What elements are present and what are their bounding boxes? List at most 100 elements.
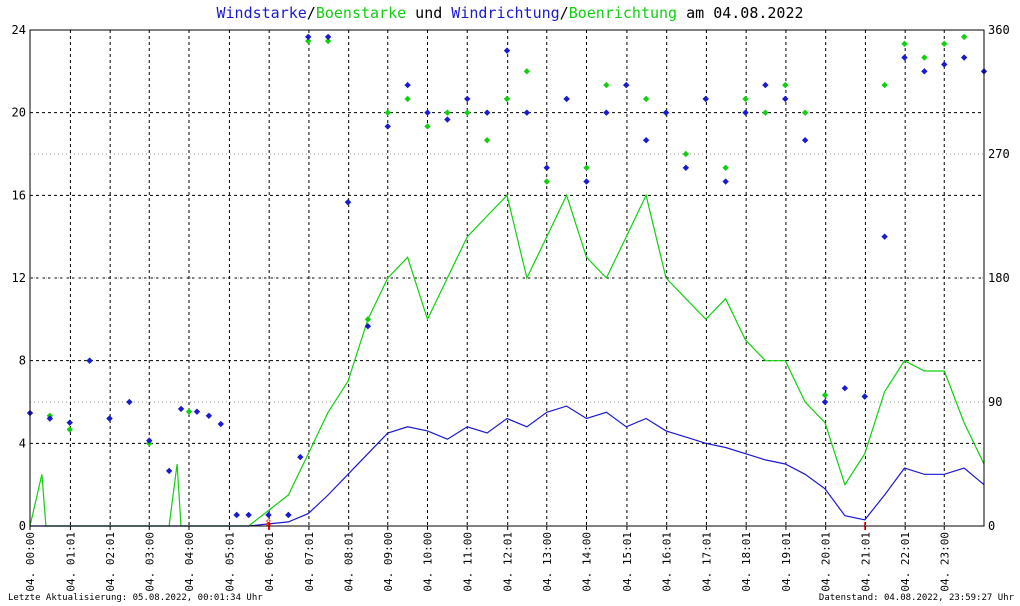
y-left-tick-label: 24 xyxy=(12,23,26,37)
plot-frame xyxy=(29,29,985,527)
wind-direction-point xyxy=(464,95,471,103)
gust-direction-layer xyxy=(46,33,968,519)
wind-direction-point xyxy=(297,453,304,461)
x-tick-label: 04. 14:00 xyxy=(581,532,594,592)
wind-line-layer xyxy=(30,405,985,527)
wind-direction-point xyxy=(682,164,690,171)
x-tick-label: 04. 23:00 xyxy=(938,532,951,592)
x-tick-label: 04. 22:01 xyxy=(899,532,912,592)
wind-direction-point xyxy=(821,398,829,406)
wind-direction-point xyxy=(305,33,312,41)
wind-direction-point xyxy=(583,178,590,185)
x-tick-label: 04. 18:01 xyxy=(740,532,753,592)
y-right-tick-label: 90 xyxy=(988,395,1002,409)
x-tick-label: 04. 09:00 xyxy=(382,532,395,592)
gust-direction-point xyxy=(801,109,809,116)
wind-direction-point xyxy=(881,233,888,240)
wind-direction-point xyxy=(86,357,93,364)
gust-direction-point xyxy=(881,81,888,89)
wind-direction-point xyxy=(941,61,948,68)
wind-direction-point xyxy=(217,420,224,428)
wind-direction-point xyxy=(503,47,511,54)
title-boenrichtung: Boenrichtung xyxy=(568,4,678,22)
wind-direction-point xyxy=(722,178,729,185)
y-left-tick-label: 20 xyxy=(12,106,26,120)
x-tick-label: 04. 20:01 xyxy=(820,532,833,592)
grid-layer xyxy=(30,30,984,526)
gust-direction-point xyxy=(941,40,948,47)
wind-direction-point xyxy=(960,54,968,61)
y-right-tick-label: 0 xyxy=(988,519,995,533)
gust-direction-point xyxy=(722,164,729,171)
y-left-tick-label: 16 xyxy=(12,188,26,202)
wind-direction-point xyxy=(106,415,113,422)
x-tick-label: 04. 17:01 xyxy=(700,532,713,592)
y-right-tick-label: 270 xyxy=(988,147,1010,161)
chart-title: Windstarke/Boenstarke und Windrichtung/B… xyxy=(0,4,1020,22)
x-tick-label: 04. 04:00 xyxy=(183,532,196,592)
gust-direction-point xyxy=(762,109,769,116)
gust-direction-point xyxy=(782,81,789,89)
wind-direction-point xyxy=(662,109,670,116)
gust-direction-point xyxy=(66,426,73,433)
label-layer: 0 4 8 12 16 20 24 0 90 180 270 360 04. 00:00 04. 01:0… xyxy=(12,23,1010,592)
gust-direction-point xyxy=(464,109,471,116)
gust-direction-point xyxy=(543,178,550,185)
wind-direction-point xyxy=(762,81,769,89)
wind-direction-point xyxy=(424,109,431,116)
wind-direction-point xyxy=(66,419,73,426)
wind-direction-point xyxy=(126,398,133,406)
x-tick-label: 04. 13:00 xyxy=(541,532,554,592)
red-marker-label: 8 xyxy=(266,519,271,529)
wind-direction-point xyxy=(165,467,173,475)
wind-direction-point xyxy=(841,385,849,392)
gust-speed-line xyxy=(29,193,985,527)
wind-direction-point xyxy=(245,511,252,519)
x-tick-label: 04. 19:01 xyxy=(780,532,793,592)
gust-direction-point xyxy=(960,33,968,41)
wind-direction-point xyxy=(782,95,789,103)
wind-direction-point xyxy=(563,95,570,103)
gust-direction-point xyxy=(742,95,749,103)
wind-direction-point xyxy=(146,437,153,444)
gust-line-layer xyxy=(29,193,985,527)
x-tick-label: 04. 02:01 xyxy=(104,532,117,592)
wind-direction-point xyxy=(901,54,908,61)
gust-direction-point xyxy=(901,40,908,47)
gust-direction-point xyxy=(583,164,590,171)
wind-direction-point xyxy=(543,164,550,171)
frame-layer xyxy=(29,29,985,530)
x-tick-label: 04. 03:00 xyxy=(143,532,156,592)
x-tick-label: 04. 07:01 xyxy=(303,532,316,592)
gust-direction-point xyxy=(424,123,431,130)
wind-direction-layer xyxy=(26,33,988,519)
wind-speed-line xyxy=(30,405,985,527)
wind-direction-point xyxy=(384,123,391,130)
wind-direction-point xyxy=(742,109,749,116)
wind-direction-point xyxy=(801,137,809,144)
y-right-tick-label: 360 xyxy=(988,23,1010,37)
wind-direction-point xyxy=(603,109,610,116)
wind-direction-point xyxy=(193,408,201,415)
gust-direction-point xyxy=(821,391,829,399)
y-right-tick-label: 180 xyxy=(988,271,1010,285)
wind-direction-point xyxy=(324,33,332,41)
gust-direction-point xyxy=(523,68,531,75)
y-left-tick-label: 12 xyxy=(12,271,26,285)
gust-direction-point xyxy=(364,316,372,323)
title-windrichtung: Windrichtung xyxy=(451,4,560,22)
footer-last-update: Letzte Aktualisierung: 05.08.2022, 00:01… xyxy=(8,593,263,603)
wind-direction-point xyxy=(177,405,185,413)
wind-direction-point xyxy=(702,95,709,103)
gust-direction-point xyxy=(305,37,312,45)
y-left-tick-label: 0 xyxy=(19,519,26,533)
wind-direction-point xyxy=(344,199,352,206)
x-tick-label: 04. 08:01 xyxy=(343,532,356,592)
title-date: am 04.08.2022 xyxy=(677,4,804,22)
x-tick-label: 04. 16:01 xyxy=(661,532,674,592)
x-tick-label: 04. 21:01 xyxy=(859,532,872,592)
wind-direction-point xyxy=(46,415,54,422)
title-boenstarke: Boenstarke xyxy=(315,4,407,22)
wind-direction-point xyxy=(265,511,272,519)
